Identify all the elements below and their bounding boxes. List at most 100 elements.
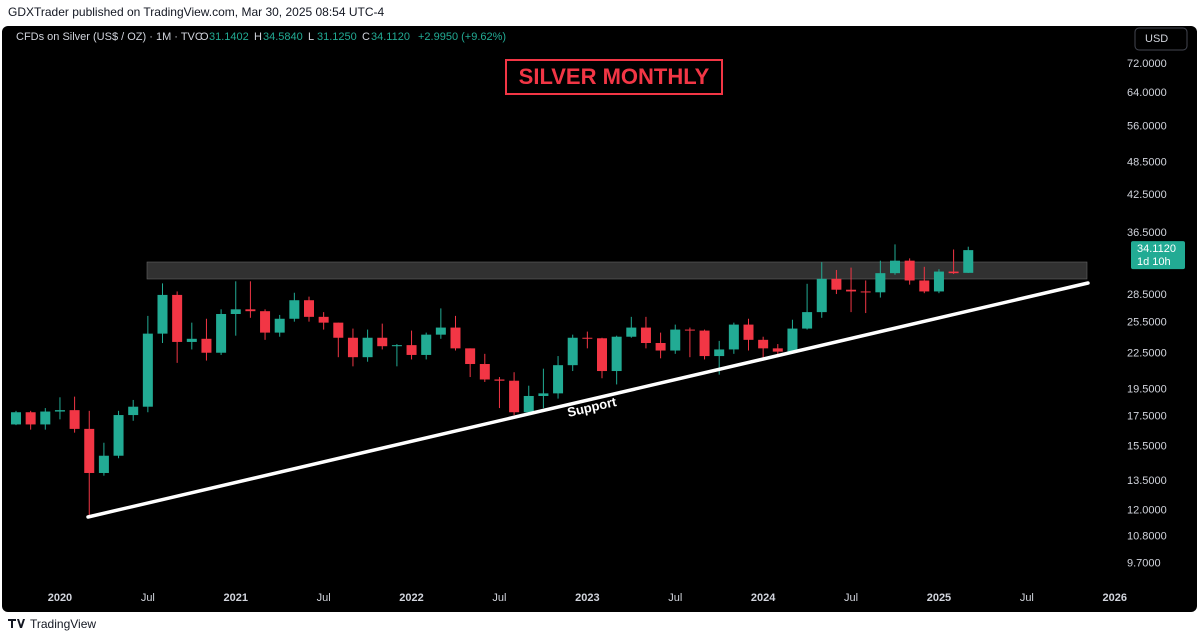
candle-body (333, 322, 344, 338)
candle-body (362, 337, 373, 358)
x-tick-label: Jul (1020, 592, 1034, 604)
y-tick-label: 15.5000 (1127, 441, 1167, 453)
candle-body (201, 338, 212, 353)
candle-body (465, 348, 476, 365)
candle-body (553, 365, 564, 394)
candle-body (69, 410, 80, 429)
y-tick-label: 9.7000 (1127, 557, 1161, 569)
x-tick-label: Jul (844, 592, 858, 604)
candle-body (904, 260, 915, 281)
candle-body (743, 324, 754, 340)
candle-body (875, 273, 886, 293)
symbol: CFDs on Silver (US$ / OZ) · 1M · TVC (16, 31, 203, 43)
candle-body (186, 338, 197, 342)
candle-body (933, 271, 944, 292)
candle-body (435, 327, 446, 335)
candle-body (582, 337, 593, 339)
x-tick-label: Jul (317, 592, 331, 604)
legend-value: 34.1120 (371, 31, 410, 43)
y-tick-label: 13.5000 (1127, 475, 1167, 487)
candle-body (304, 300, 314, 317)
candle-body (494, 379, 505, 381)
candle-body (377, 337, 388, 347)
currency: USD (1145, 33, 1168, 45)
chart-title: SILVER MONTHLY (519, 64, 710, 89)
candle-body (523, 395, 534, 413)
x-tick-label: 2020 (48, 592, 72, 604)
x-tick-label: 2024 (751, 592, 776, 604)
y-tick-label: 42.5000 (1127, 189, 1167, 201)
brand: TradingView (30, 617, 96, 631)
candle-body (758, 339, 769, 349)
candle-body (421, 334, 432, 355)
legend-key: H (254, 31, 262, 43)
ohlc-legend: O 31.1402 H 34.5840 L 31.1250 C 34.1120 +2.9950 … (200, 31, 506, 43)
candle-body (450, 327, 461, 349)
y-tick-label: 48.5000 (1127, 156, 1167, 168)
x-tick-label: Jul (141, 592, 155, 604)
candle-body (216, 313, 227, 353)
candle-body (230, 309, 241, 314)
candle-body (626, 327, 637, 337)
support-line (86, 281, 1090, 519)
y-tick-label: 36.5000 (1127, 227, 1167, 239)
candle-body (40, 411, 51, 425)
y-tick-label: 12.0000 (1127, 504, 1167, 516)
candle-body (260, 311, 271, 333)
legend-key: O (200, 31, 209, 43)
x-tick-label: Jul (668, 592, 682, 604)
x-tick-label: Jul (492, 592, 506, 604)
y-tick-label: 17.5000 (1127, 410, 1167, 422)
candle-body (728, 324, 739, 350)
price-tag (1131, 241, 1185, 270)
legend-key: C (362, 31, 370, 43)
y-tick-label: 25.5000 (1127, 317, 1167, 329)
legend-key: L (308, 31, 314, 43)
legend-value: 34.5840 (263, 31, 303, 43)
candle-body (11, 412, 21, 425)
y-tick-label: 64.0000 (1127, 87, 1167, 99)
y-tick-label: 19.5000 (1127, 383, 1167, 395)
x-tick-label: 2025 (927, 592, 951, 604)
candle-body (831, 278, 842, 290)
candle-body (772, 348, 783, 352)
candle-body (538, 393, 549, 396)
legend-value: 31.1250 (317, 31, 357, 43)
candle-body (318, 316, 329, 323)
x-tick-label: 2026 (1103, 592, 1127, 604)
candle-body (919, 280, 930, 292)
candle-body (816, 278, 827, 313)
title-box (505, 59, 723, 95)
candle-body (172, 294, 183, 342)
candle-body (245, 309, 256, 312)
candle-body (640, 327, 651, 343)
candle-body (787, 328, 798, 352)
logo (8, 619, 25, 628)
candle-body (289, 300, 300, 319)
legend-value: 31.1402 (209, 31, 249, 43)
candle-body (128, 406, 139, 416)
candle-body (567, 337, 578, 366)
candle-body (406, 345, 417, 355)
candle-body (684, 329, 695, 331)
candle-body (611, 336, 622, 372)
candle-body (509, 380, 520, 413)
candle-body (274, 318, 285, 333)
candle-body (670, 329, 681, 351)
y-tick-label: 22.5000 (1127, 348, 1167, 360)
candle-body (84, 428, 95, 473)
candle-body (860, 291, 871, 293)
candle-body (699, 330, 710, 357)
price-tag-value: 34.1120 (1137, 243, 1176, 255)
candles (11, 244, 974, 518)
candle-body (98, 455, 109, 473)
candle-body (113, 415, 124, 456)
currency-button[interactable] (1134, 27, 1188, 51)
candle-body (963, 250, 974, 273)
candle-body (347, 337, 358, 358)
change: +2.9950 (+9.62%) (418, 31, 506, 43)
x-tick-label: 2022 (399, 592, 423, 604)
byline: GDXTrader published on TradingView.com, … (8, 5, 385, 19)
y-tick-label: 10.8000 (1127, 531, 1167, 543)
